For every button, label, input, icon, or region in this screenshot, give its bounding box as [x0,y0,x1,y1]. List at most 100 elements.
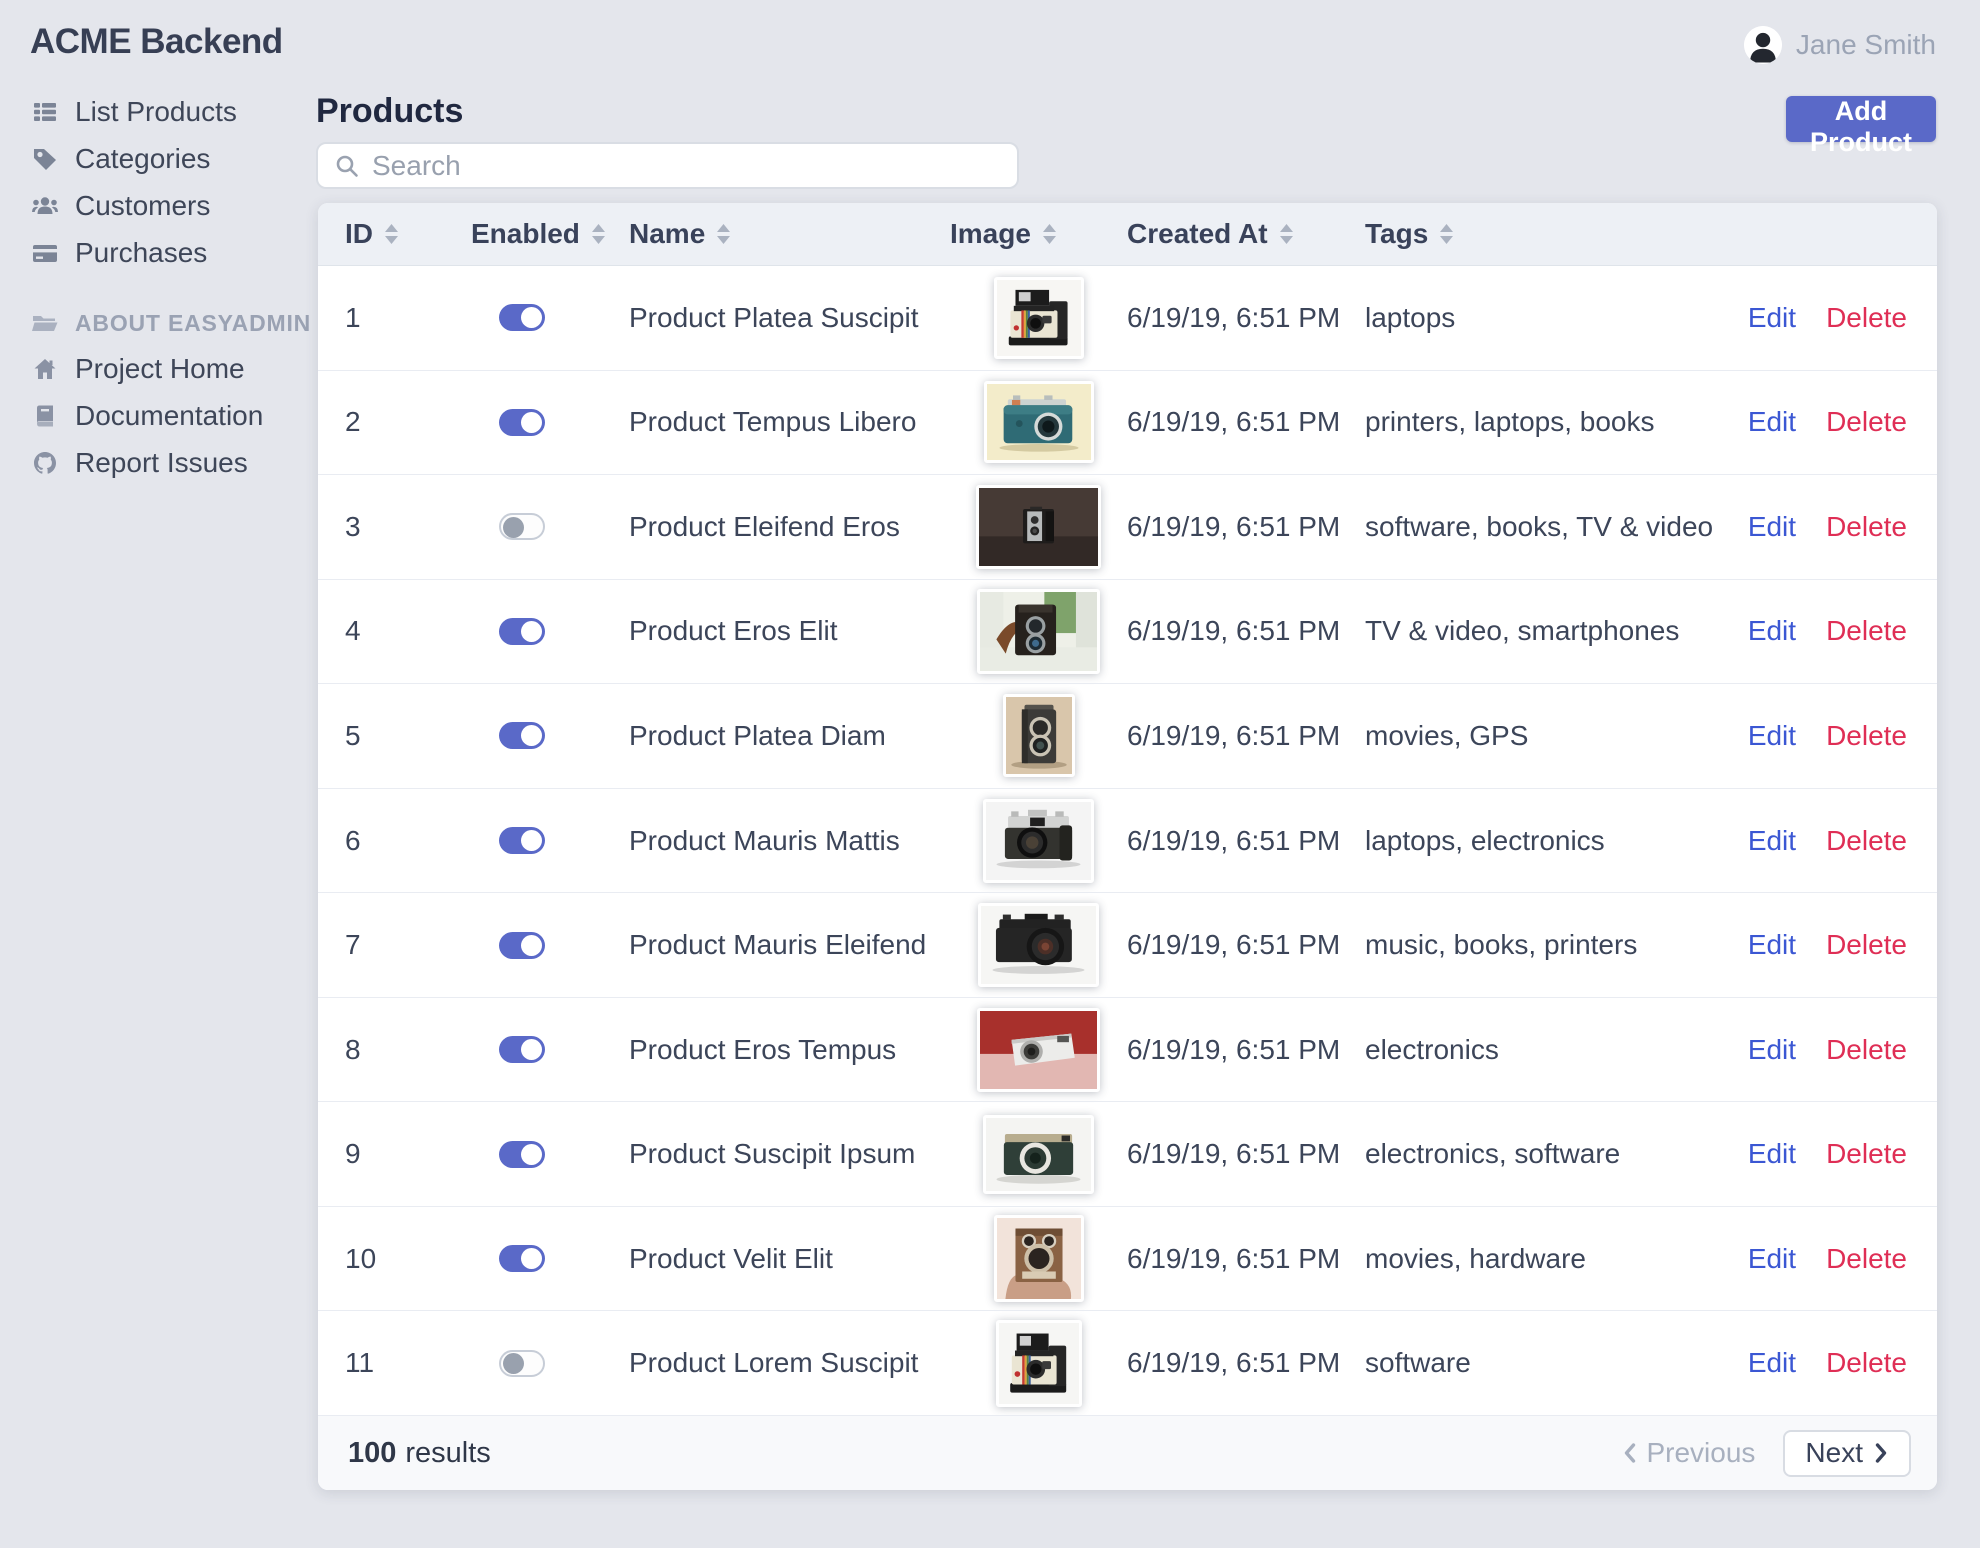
delete-link[interactable]: Delete [1826,615,1907,647]
enabled-toggle[interactable] [499,304,545,332]
edit-link[interactable]: Edit [1747,1033,1797,1065]
column-header-tags[interactable]: Tags [1365,218,1747,250]
edit-link[interactable]: Edit [1747,301,1797,333]
enabled-toggle[interactable] [499,1245,545,1273]
edit-link[interactable]: Edit [1747,510,1797,542]
delete-link[interactable]: Delete [1826,929,1907,961]
cell-created-at: 6/19/19, 6:51 PM [1127,824,1341,856]
enabled-toggle[interactable] [499,1036,545,1064]
cell-id: 6 [345,824,361,856]
enabled-toggle[interactable] [499,722,545,750]
cell-image [950,1319,1127,1407]
cell-created-at: 6/19/19, 6:51 PM [1127,1347,1341,1379]
results-count: 100 results [348,1436,491,1469]
add-product-button[interactable]: Add Product [1786,96,1936,157]
column-header-id[interactable]: ID [345,218,471,250]
enabled-toggle[interactable] [499,513,545,541]
enabled-toggle[interactable] [499,827,545,854]
table-row: 7 Product Mauris Eleifend 6/19/19, 6:51 P… [318,892,1937,997]
table-row: 5 Product Platea Diam 6/19/19, 6:51 PM mov… [318,683,1937,788]
app-logo[interactable]: ACME Backend [30,22,283,61]
sidebar-item-customers[interactable]: Customers [0,182,318,229]
enabled-toggle[interactable] [499,617,545,645]
edit-link[interactable]: Edit [1747,615,1797,647]
cell-enabled [471,1349,629,1377]
cell-enabled [471,408,629,436]
next-button[interactable]: Next [1783,1429,1911,1477]
delete-link[interactable]: Delete [1826,406,1907,438]
cell-created-at: 6/19/19, 6:51 PM [1127,301,1341,333]
cell-name: Product Lorem Suscipit [629,1347,919,1379]
edit-link[interactable]: Edit [1747,1347,1797,1379]
edit-link[interactable]: Edit [1747,929,1797,961]
tlr-camera-window-photo [977,588,1100,674]
enabled-toggle[interactable] [499,1349,545,1377]
toggle-knob [521,307,542,329]
cell-actions: Edit Delete [1747,615,1907,647]
cell-enabled [471,931,629,959]
search-box [316,142,1019,189]
cell-tags: printers, laptops, books [1365,406,1655,438]
sidebar-item-label: Purchases [75,236,208,268]
cell-actions: Edit Delete [1747,720,1907,752]
edit-link[interactable]: Edit [1747,1138,1797,1170]
delete-link[interactable]: Delete [1826,824,1907,856]
edit-link[interactable]: Edit [1747,719,1797,751]
sidebar-item-list-products[interactable]: List Products [0,88,318,135]
sidebar-item-categories[interactable]: Categories [0,135,318,182]
delete-link[interactable]: Delete [1826,1347,1907,1379]
tlr-camera-beige-photo [1002,694,1075,778]
cell-name: Product Velit Elit [629,1242,833,1274]
edit-link[interactable]: Edit [1747,406,1797,438]
delete-link[interactable]: Delete [1826,510,1907,542]
sort-icon [716,223,731,245]
cell-name: Product Mauris Eleifend [629,929,927,961]
previous-button: Previous [1622,1437,1755,1469]
toggle-knob [521,725,542,747]
search-input[interactable] [372,149,1001,182]
delete-link[interactable]: Delete [1826,301,1907,333]
cell-id: 1 [345,301,361,333]
cell-tags: movies, GPS [1365,719,1529,751]
column-header-name[interactable]: Name [629,218,950,250]
sidebar-item-documentation[interactable]: Documentation [0,392,318,439]
column-header-image[interactable]: Image [950,218,1127,250]
sidebar-item-purchases[interactable]: Purchases [0,229,318,276]
sort-icon [591,223,606,245]
table-row: 4 Product Eros Elit 6/19/19, 6:51 PM TV & … [318,578,1937,684]
sidebar-item-report-issues[interactable]: Report Issues [0,439,318,486]
enabled-toggle[interactable] [499,408,545,436]
edit-link[interactable]: Edit [1747,1242,1797,1274]
sort-icon [1042,223,1057,245]
edit-link[interactable]: Edit [1747,824,1797,856]
cell-actions: Edit Delete [1747,929,1907,961]
cell-created-at: 6/19/19, 6:51 PM [1127,1242,1341,1274]
cell-image [950,1215,1127,1303]
cell-actions: Edit Delete [1747,302,1907,334]
delete-link[interactable]: Delete [1826,1242,1907,1274]
cell-id: 3 [345,510,361,542]
enabled-toggle[interactable] [499,1140,545,1168]
pagination: Previous Next [1622,1429,1911,1477]
cell-created-at: 6/19/19, 6:51 PM [1127,406,1341,438]
cell-actions: Edit Delete [1747,1347,1907,1379]
delete-link[interactable]: Delete [1826,1033,1907,1065]
enabled-toggle[interactable] [499,931,545,959]
cell-tags: TV & video, smartphones [1365,615,1680,647]
cell-name: Product Eros Tempus [629,1033,897,1065]
column-label: ID [345,218,373,249]
delete-link[interactable]: Delete [1826,1138,1907,1170]
delete-link[interactable]: Delete [1826,719,1907,751]
sidebar-item-project-home[interactable]: Project Home [0,345,318,392]
cell-name: Product Eleifend Eros [629,510,900,542]
toggle-knob [521,1039,542,1061]
column-label: Image [950,218,1031,249]
cell-tags: movies, hardware [1365,1242,1586,1274]
list-icon [30,97,60,127]
column-header-enabled[interactable]: Enabled [471,218,629,250]
sidebar-nav-main: List Products Categories Customers Purch… [0,88,318,276]
user-menu[interactable]: Jane Smith [1743,26,1936,64]
column-header-created-at[interactable]: Created At [1127,218,1365,250]
compact-camera-red-photo [977,1007,1100,1092]
cell-tags: electronics [1365,1033,1499,1065]
